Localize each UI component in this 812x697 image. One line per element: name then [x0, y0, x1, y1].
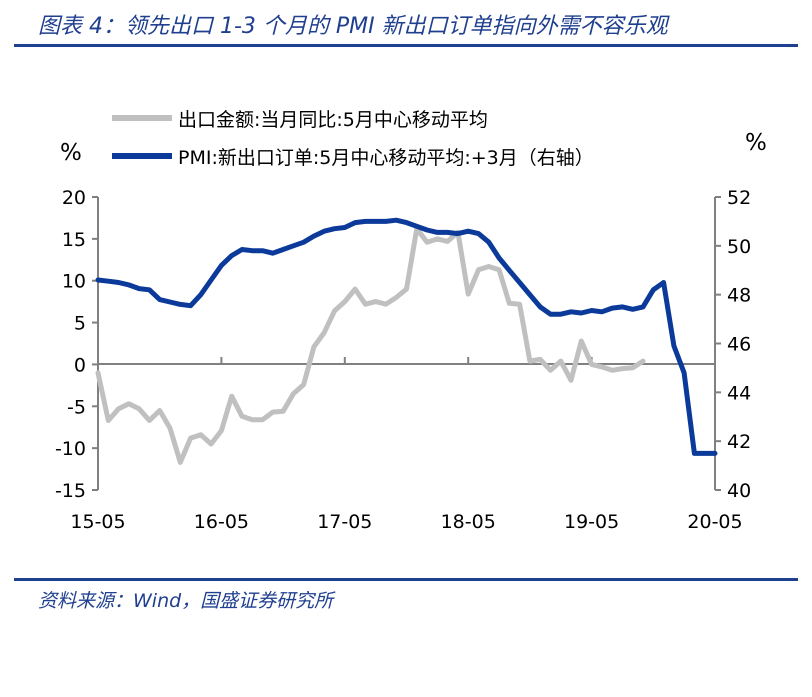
- left-tick-label: -10: [55, 438, 86, 460]
- legend-label-pmi: PMI:新出口订单:5月中心移动平均:+3月（右轴）: [178, 147, 594, 169]
- series-line-export: [95, 226, 646, 465]
- left-tick-label: 10: [62, 271, 86, 293]
- x-tick-label: 16-05: [194, 511, 249, 533]
- left-tick-label: 15: [62, 229, 86, 251]
- x-tick-label: 15-05: [70, 511, 125, 533]
- right-tick-label: 44: [727, 382, 751, 404]
- right-axis-unit: %: [745, 130, 767, 156]
- title-rule: [14, 44, 798, 47]
- right-tick-label: 52: [727, 187, 751, 209]
- left-tick-label: 0: [74, 354, 86, 376]
- left-tick-label: -15: [55, 480, 86, 502]
- right-tick-label: 46: [727, 334, 751, 356]
- series-line-pmi: [95, 217, 718, 456]
- figure-title: 图表 4：领先出口 1-3 个月的 PMI 新出口订单指向外需不容乐观: [38, 14, 668, 39]
- x-tick-label: 18-05: [441, 511, 496, 533]
- legend-label-export: 出口金额:当月同比:5月中心移动平均: [178, 109, 488, 131]
- source-note: 资料来源：Wind，国盛证券研究所: [38, 590, 334, 612]
- x-tick-label: 19-05: [564, 511, 619, 533]
- footer-rule: [14, 578, 798, 581]
- right-tick-label: 50: [727, 236, 751, 258]
- right-tick-label: 42: [727, 431, 751, 453]
- left-axis-unit: %: [60, 140, 82, 166]
- x-tick-label: 17-05: [317, 511, 372, 533]
- left-tick-label: -5: [67, 396, 86, 418]
- left-tick-label: 5: [74, 313, 86, 335]
- right-tick-label: 48: [727, 285, 751, 307]
- right-tick-label: 40: [727, 480, 751, 502]
- left-tick-label: 20: [62, 187, 86, 209]
- x-tick-label: 20-05: [687, 511, 742, 533]
